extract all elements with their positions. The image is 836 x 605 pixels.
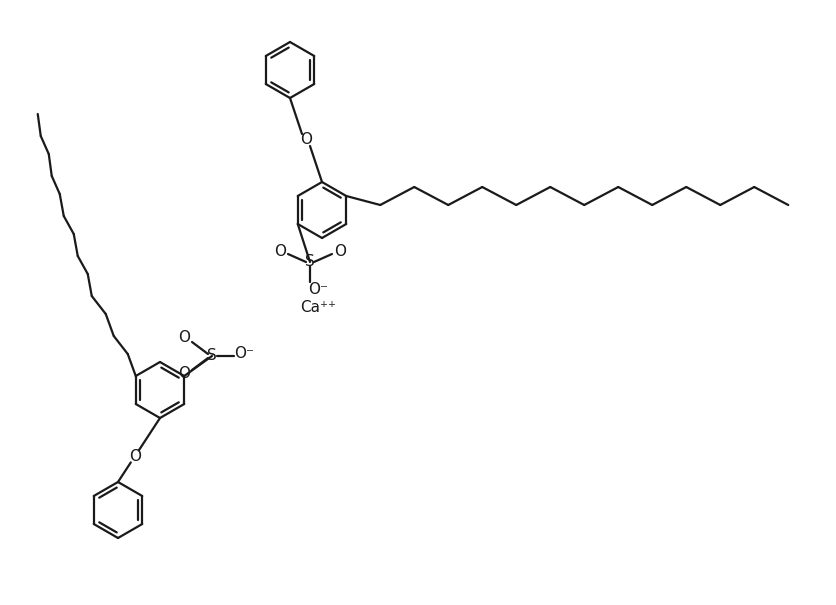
Text: O⁻: O⁻	[234, 347, 253, 362]
Text: O: O	[273, 244, 286, 260]
Text: O: O	[129, 449, 140, 464]
Text: Ca⁺⁺: Ca⁺⁺	[299, 301, 335, 315]
Text: S: S	[305, 255, 314, 269]
Text: S: S	[206, 348, 217, 364]
Text: O: O	[299, 132, 312, 148]
Text: O: O	[178, 330, 190, 345]
Text: O: O	[178, 367, 190, 382]
Text: O: O	[334, 244, 345, 260]
Text: O⁻: O⁻	[308, 283, 328, 298]
